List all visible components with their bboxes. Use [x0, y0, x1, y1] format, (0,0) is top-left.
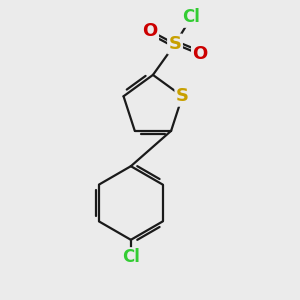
Text: O: O [192, 45, 208, 63]
Text: Cl: Cl [122, 248, 140, 266]
Text: Cl: Cl [182, 8, 200, 26]
Text: S: S [176, 87, 189, 105]
Text: S: S [169, 35, 182, 53]
Text: O: O [142, 22, 158, 40]
